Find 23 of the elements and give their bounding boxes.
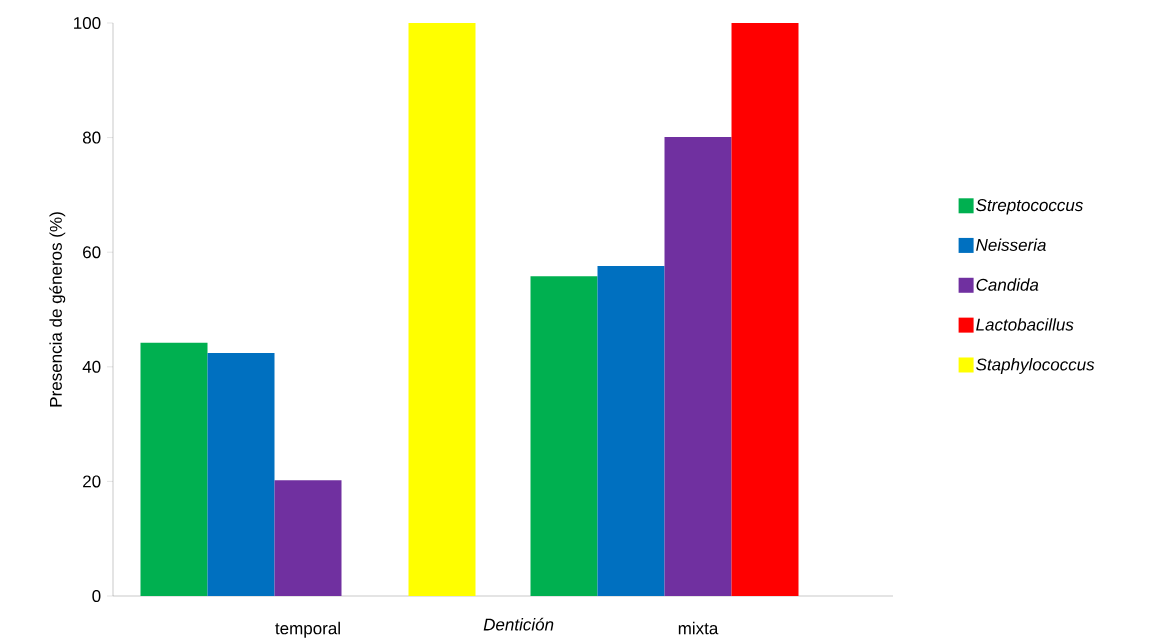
bar	[530, 276, 598, 596]
legend-label: Lactobacillus	[976, 318, 1074, 331]
y-tick-label: 40	[82, 360, 101, 373]
y-tick-label: 100	[74, 16, 101, 30]
bar	[731, 22, 799, 596]
y-tick-label: 60	[83, 246, 101, 259]
bar	[408, 22, 476, 596]
x-axis-title: Dentición	[483, 617, 554, 631]
y-tick-label: 20	[83, 475, 101, 488]
bar	[597, 265, 665, 596]
x-tick-label: mixta	[678, 621, 719, 635]
bar	[207, 353, 275, 596]
x-tick-label: temporal	[275, 621, 340, 638]
bar	[274, 480, 342, 596]
bar	[664, 137, 732, 596]
bar	[140, 342, 208, 596]
legend-label: Candida	[976, 278, 1039, 291]
legend-label: Streptococcus	[976, 199, 1083, 215]
legend-label: Neisseria	[976, 238, 1046, 251]
y-tick-label: 80	[82, 131, 101, 144]
y-tick-label: 0	[92, 589, 101, 603]
legend-label: Staphylococcus	[976, 358, 1095, 374]
y-axis-title: Presencia de géneros (%)	[49, 212, 66, 407]
